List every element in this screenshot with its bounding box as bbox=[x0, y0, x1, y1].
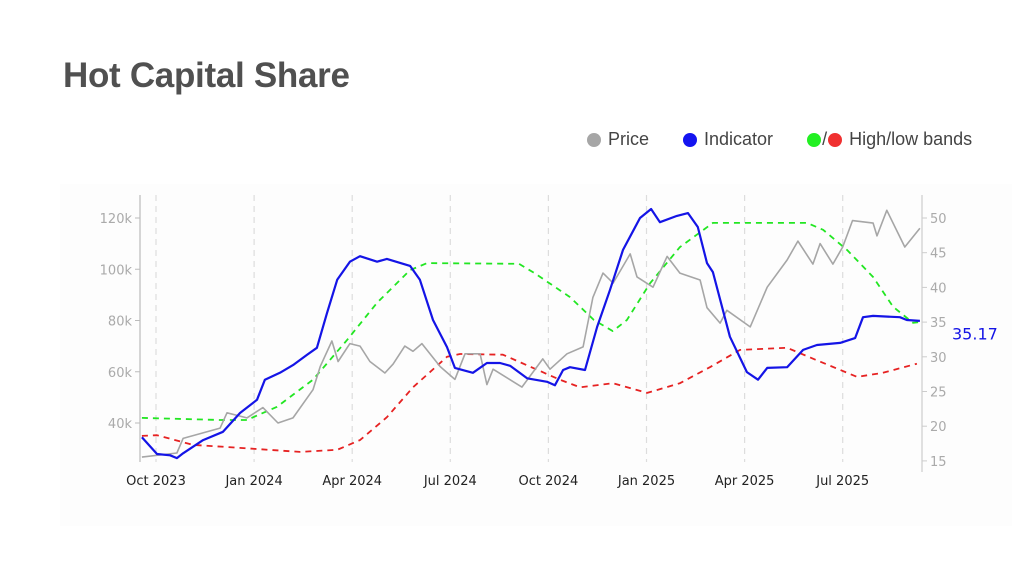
right-tick-label: 25 bbox=[930, 386, 947, 401]
x-tick-label: Jan 2025 bbox=[617, 474, 675, 489]
chart-panel bbox=[60, 184, 1012, 526]
right-tick-label: 35 bbox=[930, 316, 947, 331]
high-band-dot-icon bbox=[807, 132, 822, 147]
series-line-price bbox=[141, 209, 921, 458]
series-line-low bbox=[141, 346, 918, 453]
legend-label-price: Price bbox=[608, 129, 650, 149]
legend-item-price[interactable]: Price bbox=[587, 129, 649, 150]
left-tick-label: 80k bbox=[108, 315, 133, 330]
left-tick-label: 120k bbox=[100, 212, 133, 227]
x-tick-label: Jul 2024 bbox=[423, 474, 477, 489]
right-tick-label: 40 bbox=[930, 281, 947, 296]
right-tick-label: 20 bbox=[930, 420, 947, 435]
series-line-indicator bbox=[141, 207, 920, 460]
last-value-label: 35.17 bbox=[952, 325, 998, 344]
indicator-dot-icon bbox=[683, 132, 698, 147]
x-tick-label: Jan 2024 bbox=[224, 474, 282, 489]
legend-label-bands: High/low bands bbox=[849, 129, 973, 149]
left-tick-label: 60k bbox=[108, 366, 133, 381]
legend-item-indicator[interactable]: Indicator bbox=[683, 129, 773, 150]
legend-label-indicator: Indicator bbox=[704, 129, 774, 149]
page-title: Hot Capital Share bbox=[63, 56, 350, 95]
right-tick-label: 15 bbox=[930, 455, 947, 470]
legend-item-bands[interactable]: / High/low bands bbox=[807, 129, 972, 150]
right-tick-label: 30 bbox=[930, 351, 947, 366]
left-tick-label: 100k bbox=[100, 263, 133, 278]
x-tick-label: Apr 2024 bbox=[322, 474, 382, 489]
series-line-high bbox=[141, 222, 920, 421]
right-tick-label: 45 bbox=[930, 247, 947, 262]
left-tick-label: 40k bbox=[108, 417, 133, 432]
x-tick-label: Apr 2025 bbox=[715, 474, 775, 489]
price-dot-icon bbox=[587, 132, 601, 147]
x-tick-label: Oct 2024 bbox=[519, 474, 579, 489]
right-tick-label: 50 bbox=[930, 212, 947, 227]
low-band-dot-icon bbox=[828, 132, 843, 147]
x-tick-label: Oct 2023 bbox=[126, 474, 186, 489]
chart-legend: Price Indicator / High/low bands bbox=[587, 129, 1006, 150]
x-tick-label: Jul 2025 bbox=[815, 474, 869, 489]
legend-slash: / bbox=[822, 129, 828, 149]
